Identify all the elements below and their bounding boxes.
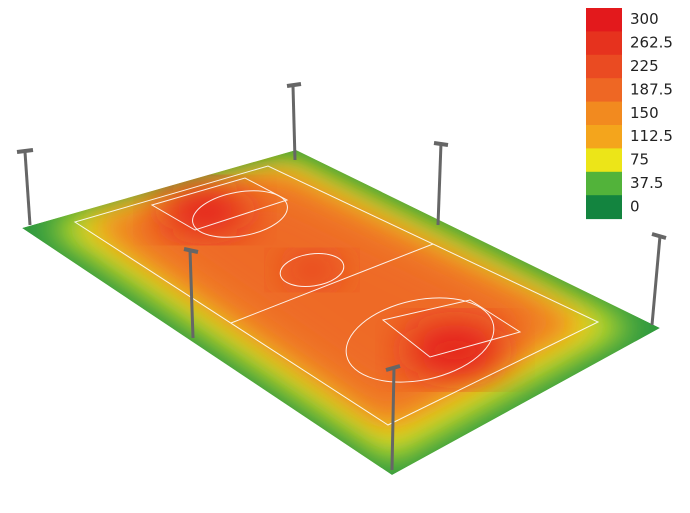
lamp: [286, 82, 302, 88]
key-right: [381, 299, 522, 358]
pole: [291, 85, 297, 161]
legend-swatch: [586, 31, 622, 56]
legend-label: 262.5: [630, 34, 673, 52]
pole: [650, 235, 662, 326]
legend-label: 75: [630, 151, 649, 169]
lamp: [16, 148, 34, 154]
legend-label: 37.5: [630, 174, 663, 192]
pole: [390, 367, 396, 471]
heat-hotspot: [160, 188, 250, 232]
key-left: [150, 177, 289, 231]
legend-label: 112.5: [630, 127, 673, 145]
court-lines: [73, 165, 600, 426]
legend-swatch: [586, 125, 622, 149]
pole: [23, 151, 32, 226]
legend: 300 262.5 225 187.5 150 112.5 75 37.5 0: [586, 8, 673, 220]
legend-label: 0: [630, 197, 640, 215]
pole: [436, 142, 443, 226]
lamp: [385, 364, 401, 372]
legend-swatch: [586, 8, 622, 32]
legend-label: 300: [630, 10, 659, 28]
court-boundary: [73, 165, 600, 426]
legend-label: 225: [630, 57, 659, 75]
center-circle: [279, 253, 345, 287]
lamp: [183, 247, 199, 254]
legend-swatch: [586, 101, 622, 126]
three-point-left: [192, 190, 288, 238]
legend-swatch: [586, 148, 622, 173]
lamp: [651, 232, 667, 240]
half-court-line: [230, 243, 434, 324]
heatmap: [22, 150, 660, 475]
lamp: [433, 141, 449, 147]
heat-hotspot: [282, 256, 342, 284]
legend-swatch: [586, 171, 622, 196]
pole: [188, 249, 195, 339]
three-point-right: [345, 297, 495, 383]
legend-swatch: [586, 54, 622, 79]
legend-swatch: [586, 78, 622, 103]
legend-label: 150: [630, 104, 659, 122]
legend-label: 187.5: [630, 80, 673, 98]
legend-swatch: [586, 195, 622, 220]
light-poles: [16, 82, 667, 471]
